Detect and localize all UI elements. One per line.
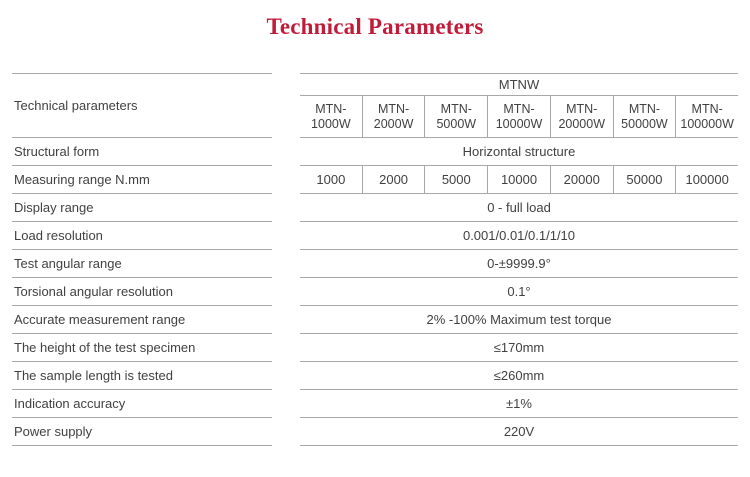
value-cell: 100000 bbox=[675, 166, 738, 193]
row-value-cells: 1000 2000 5000 10000 20000 50000 100000 bbox=[300, 166, 738, 194]
row-label: Load resolution bbox=[12, 222, 272, 250]
value-cell: 2000 bbox=[361, 166, 425, 193]
model-header-cell: MTN- 2000W bbox=[361, 96, 425, 137]
table-row: Indication accuracy ±1% bbox=[12, 390, 738, 418]
row-value: 0-±9999.9° bbox=[300, 250, 738, 278]
value-cell: 10000 bbox=[487, 166, 550, 193]
model-header-cell: MTN- 50000W bbox=[612, 96, 676, 137]
model-header-row: MTN- 1000W MTN- 2000W MTN- 5000W MTN- 10000W MTN… bbox=[300, 96, 738, 137]
row-label: Accurate measurement range bbox=[12, 306, 272, 334]
technical-parameters-table: Technical parameters MTNW MTN- 1000W MTN- 2… bbox=[12, 73, 738, 446]
row-value: 0 - full load bbox=[300, 194, 738, 222]
row-value: 220V bbox=[300, 418, 738, 446]
header-left-label: Technical parameters bbox=[12, 73, 272, 138]
row-label: Indication accuracy bbox=[12, 390, 272, 418]
row-label: Torsional angular resolution bbox=[12, 278, 272, 306]
row-label: The height of the test specimen bbox=[12, 334, 272, 362]
value-cell: 20000 bbox=[549, 166, 613, 193]
model-header-cell: MTN- 1000W bbox=[311, 101, 351, 131]
row-label: Measuring range N.mm bbox=[12, 166, 272, 194]
page-title: Technical Parameters bbox=[266, 14, 484, 39]
table-header-row: Technical parameters MTNW MTN- 1000W MTN- 2… bbox=[12, 73, 738, 138]
model-header-cell: MTN- 20000W bbox=[549, 96, 613, 137]
table-row: Measuring range N.mm 1000 2000 5000 10000 200… bbox=[12, 166, 738, 194]
series-group-label: MTNW bbox=[300, 74, 738, 96]
row-value: 2% -100% Maximum test torque bbox=[300, 306, 738, 334]
row-value: ±1% bbox=[300, 390, 738, 418]
row-label: Power supply bbox=[12, 418, 272, 446]
row-label: Display range bbox=[12, 194, 272, 222]
table-row: Torsional angular resolution 0.1° bbox=[12, 278, 738, 306]
value-cell: 5000 bbox=[424, 166, 487, 193]
row-label: The sample length is tested bbox=[12, 362, 272, 390]
value-cell: 50000 bbox=[612, 166, 676, 193]
value-cell: 1000 bbox=[316, 172, 346, 187]
row-value: 0.1° bbox=[300, 278, 738, 306]
table-row: Display range 0 - full load bbox=[12, 194, 738, 222]
row-value: ≤260mm bbox=[300, 362, 738, 390]
row-value: Horizontal structure bbox=[300, 138, 738, 166]
table-row: Accurate measurement range 2% -100% Maxim… bbox=[12, 306, 738, 334]
model-header-cell: MTN- 5000W bbox=[424, 96, 487, 137]
model-header-cell: MTN- 10000W bbox=[487, 96, 550, 137]
table-row: Test angular range 0-±9999.9° bbox=[12, 250, 738, 278]
table-row: Power supply 220V bbox=[12, 418, 738, 446]
table-row: Structural form Horizontal structure bbox=[12, 138, 738, 166]
table-row: The sample length is tested ≤260mm bbox=[12, 362, 738, 390]
table-header-right: MTNW MTN- 1000W MTN- 2000W MTN- 5000W MTN- 1000… bbox=[300, 73, 738, 138]
table-body: Structural form Horizontal structure Measu… bbox=[12, 138, 738, 446]
model-header-cell: MTN- 100000W bbox=[675, 96, 738, 137]
row-value: 0.001/0.01/0.1/1/10 bbox=[300, 222, 738, 250]
row-value: ≤170mm bbox=[300, 334, 738, 362]
row-label: Structural form bbox=[12, 138, 272, 166]
table-row: The height of the test specimen ≤170mm bbox=[12, 334, 738, 362]
table-row: Load resolution 0.001/0.01/0.1/1/10 bbox=[12, 222, 738, 250]
row-label: Test angular range bbox=[12, 250, 272, 278]
